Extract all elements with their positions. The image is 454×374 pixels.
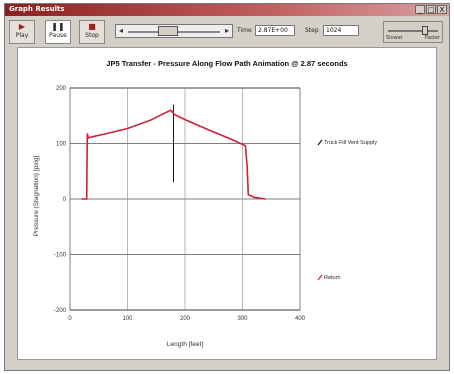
play-label: Play [15, 32, 29, 39]
step-field[interactable]: 1024 [323, 25, 359, 36]
speed-slider[interactable]: Slower Faster [383, 21, 443, 43]
graph-results-window: Graph Results _ □ X ▶ Play ❚❚ Pause ■ St… [4, 3, 450, 371]
play-button[interactable]: ▶ Play [9, 20, 35, 44]
y-tick-label: -200 [54, 308, 67, 314]
window-title: Graph Results [9, 5, 65, 13]
series-line-2 [81, 109, 266, 200]
slider-right-arrow-icon[interactable]: ▸ [224, 26, 229, 35]
pause-button[interactable]: ❚❚ Pause [45, 20, 71, 44]
speed-track [388, 30, 438, 32]
x-tick-label: 100 [122, 316, 133, 322]
y-tick-label: 0 [63, 197, 67, 203]
speed-thumb[interactable] [422, 26, 428, 35]
maximize-button[interactable]: □ [426, 5, 436, 14]
legend-label: Return [324, 275, 341, 281]
stop-button[interactable]: ■ Stop [79, 20, 105, 44]
y-tick-label: 200 [56, 86, 67, 92]
speed-fast-label: Faster [424, 35, 440, 41]
play-icon: ▶ [18, 22, 26, 31]
legend-swatch [317, 139, 323, 146]
x-tick-label: 300 [237, 316, 248, 322]
stop-label: Stop [85, 32, 99, 39]
speed-slow-label: Slower [386, 35, 403, 41]
legend: Truck Fill Vent Supply Return [317, 139, 377, 281]
time-label: Time [237, 27, 252, 34]
y-tick-label: -100 [54, 253, 67, 259]
y-tick-label: 100 [56, 142, 67, 148]
legend-label: Truck Fill Vent Supply [324, 140, 377, 146]
series-lines [81, 104, 266, 200]
pause-label: Pause [49, 32, 67, 39]
stop-icon: ■ [88, 22, 96, 31]
slider-left-arrow-icon[interactable]: ◂ [118, 26, 123, 35]
plot-pane: JP5 Transfer - Pressure Along Flow Path … [17, 47, 437, 360]
x-axis-label: Length [feet] [167, 341, 203, 348]
time-slider[interactable]: ◂ ▸ [115, 24, 233, 38]
pressure-chart: JP5 Transfer - Pressure Along Flow Path … [33, 59, 377, 348]
minimize-button[interactable]: _ [415, 5, 425, 14]
x-tick-label: 0 [68, 316, 72, 322]
time-field[interactable]: 2.87E+00 [255, 25, 295, 36]
pause-icon: ❚❚ [51, 22, 65, 31]
chart-title: JP5 Transfer - Pressure Along Flow Path … [106, 59, 347, 68]
x-tick-label: 200 [180, 316, 191, 322]
title-bar: Graph Results _ □ X [5, 4, 449, 16]
slider-thumb[interactable] [158, 26, 178, 36]
x-tick-label: 400 [295, 316, 306, 322]
step-label: Step [305, 27, 319, 34]
close-button[interactable]: X [437, 5, 447, 14]
legend-swatch [317, 274, 323, 281]
animation-toolbar: ▶ Play ❚❚ Pause ■ Stop ◂ ▸ Time 2.87E+00… [5, 17, 449, 47]
y-axis-label: Pressure (Stagnation) [psig] [33, 156, 40, 237]
